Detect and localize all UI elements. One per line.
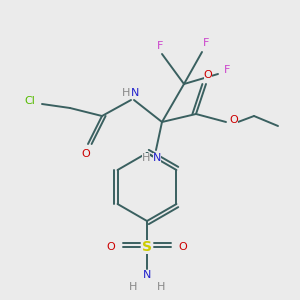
Text: O: O: [178, 242, 188, 252]
Text: N: N: [131, 88, 139, 98]
Text: O: O: [106, 242, 116, 252]
Text: Cl: Cl: [25, 96, 35, 106]
Text: N: N: [143, 270, 151, 280]
Text: H: H: [129, 282, 137, 292]
Text: F: F: [203, 38, 209, 48]
Text: F: F: [157, 41, 163, 51]
Text: O: O: [204, 70, 212, 80]
Text: H: H: [142, 153, 150, 163]
Text: O: O: [230, 115, 238, 125]
Text: H: H: [157, 282, 165, 292]
Text: F: F: [224, 65, 230, 75]
Text: H: H: [122, 88, 130, 98]
Text: O: O: [82, 149, 90, 159]
Text: S: S: [142, 240, 152, 254]
Text: N: N: [153, 153, 161, 163]
